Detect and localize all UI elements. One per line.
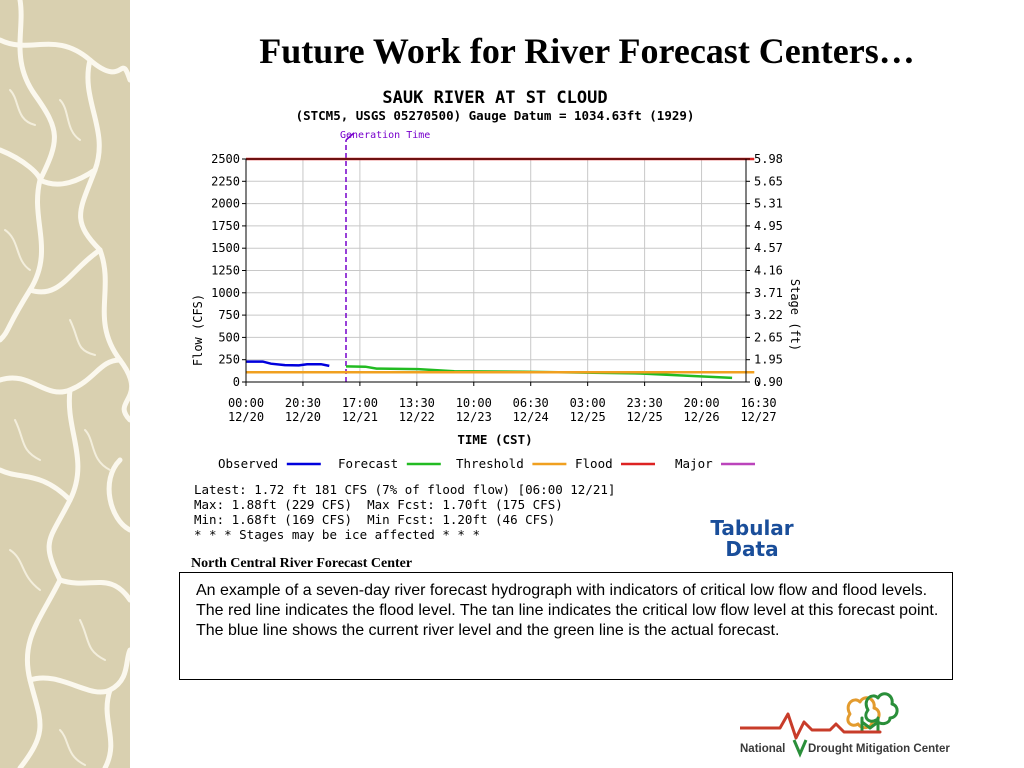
info-line: Min: 1.68ft (169 CFS) Min Fcst: 1.20ft (… <box>194 512 555 527</box>
x-tick-label-time: 16:30 <box>740 396 776 410</box>
x-tick-label-time: 00:00 <box>228 396 264 410</box>
source-credit: North Central River Forecast Center <box>191 556 413 571</box>
logo-v-mark <box>792 739 808 758</box>
x-tick-label-time: 13:30 <box>399 396 435 410</box>
x-tick-label-time: 20:00 <box>683 396 719 410</box>
y-tick-label-right: 4.95 <box>754 219 783 233</box>
y-tick-label-left: 750 <box>218 308 240 322</box>
series-line-observed <box>246 360 330 368</box>
crackle-texture-panel <box>0 0 130 768</box>
y-tick-label-left: 500 <box>218 330 240 344</box>
x-tick-label-date: 12/23 <box>456 410 492 424</box>
x-tick-label-time: 17:00 <box>342 396 378 410</box>
y-tick-label-right: 2.65 <box>754 330 783 344</box>
x-tick-label-date: 12/20 <box>228 410 264 424</box>
y-tick-label-left: 2500 <box>211 152 240 166</box>
legend-label-forecast: Forecast <box>338 456 398 471</box>
legend: Observed Forecast Threshold Flood Major <box>218 456 755 471</box>
x-tick-label-date: 12/26 <box>683 410 719 424</box>
y-tick-label-right: 0.90 <box>754 375 783 389</box>
y-tick-label-left: 250 <box>218 353 240 367</box>
x-tick-label-time: 06:30 <box>513 396 549 410</box>
slide-title: Future Work for River Forecast Centers… <box>259 31 915 71</box>
hydrograph-chart: SAUK RIVER AT ST CLOUD (STCM5, USGS 0527… <box>185 80 805 550</box>
caption-box: An example of a seven-day river forecast… <box>179 572 953 680</box>
y-tick-label-right: 3.71 <box>754 286 783 300</box>
generation-time-pointer <box>345 132 355 141</box>
info-line: * * * Stages may be ice affected * * * <box>194 527 480 542</box>
x-tick-label-date: 12/25 <box>627 410 663 424</box>
legend-label-flood: Flood <box>575 456 613 471</box>
info-block: Latest: 1.72 ft 181 CFS (7% of flood flo… <box>194 482 615 542</box>
logo-text-center: Drought Mitigation Center <box>808 743 950 755</box>
ndmc-logo: National Drought Mitigation Center <box>740 692 950 758</box>
y-tick-label-right: 5.31 <box>754 197 783 211</box>
x-tick-label-time: 23:30 <box>627 396 663 410</box>
y-tick-label-right: 5.65 <box>754 174 783 188</box>
x-tick-label-date: 12/20 <box>285 410 321 424</box>
x-tick-label-date: 12/24 <box>513 410 549 424</box>
x-axis-label: TIME (CST) <box>457 432 532 447</box>
legend-label-observed: Observed <box>218 456 278 471</box>
x-tick-label-time: 03:00 <box>570 396 606 410</box>
y-tick-label-left: 0 <box>233 375 240 389</box>
y-axis-label-left: Flow (CFS) <box>191 294 205 366</box>
y-tick-label-right: 4.57 <box>754 241 783 255</box>
y-tick-label-left: 1750 <box>211 219 240 233</box>
info-line: Latest: 1.72 ft 181 CFS (7% of flood flo… <box>194 482 615 497</box>
y-tick-label-left: 2250 <box>211 174 240 188</box>
y-axis-label-right: Stage (ft) <box>788 279 802 351</box>
x-tick-label-date: 12/27 <box>740 410 776 424</box>
y-tick-label-right: 1.95 <box>754 353 783 367</box>
tabular-link-line2[interactable]: Data <box>725 537 779 561</box>
caption-text: An example of a seven-day river forecast… <box>196 582 939 639</box>
y-tick-label-left: 1000 <box>211 286 240 300</box>
x-tick-label-date: 12/22 <box>399 410 435 424</box>
info-line: Max: 1.88ft (229 CFS) Max Fcst: 1.70ft (… <box>194 497 563 512</box>
legend-label-threshold: Threshold <box>456 456 524 471</box>
x-tick-label-date: 12/21 <box>342 410 378 424</box>
y-tick-label-right: 3.22 <box>754 308 783 322</box>
tabular-link-line1[interactable]: Tabular <box>710 516 794 540</box>
tabular-data-link[interactable]: Tabular Data <box>700 518 804 560</box>
chart-title: SAUK RIVER AT ST CLOUD <box>382 88 607 108</box>
generation-label: Generation Time <box>340 130 430 141</box>
y-tick-label-left: 1250 <box>211 264 240 278</box>
logo-text-national: National <box>740 743 785 755</box>
legend-label-major: Major <box>675 456 713 471</box>
y-tick-label-right: 5.98 <box>754 152 783 166</box>
x-tick-label-date: 12/25 <box>570 410 606 424</box>
y-tick-label-left: 1500 <box>211 241 240 255</box>
x-tick-label-time: 20:30 <box>285 396 321 410</box>
chart-subtitle: (STCM5, USGS 05270500) Gauge Datum = 103… <box>296 108 695 123</box>
y-tick-label-right: 4.16 <box>754 264 783 278</box>
x-tick-label-time: 10:00 <box>456 396 492 410</box>
y-tick-label-left: 2000 <box>211 197 240 211</box>
